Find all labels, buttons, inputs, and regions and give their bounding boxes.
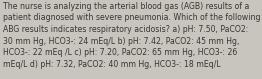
Text: The nurse is analyzing the arterial blood gas (AGB) results of a
patient diagnos: The nurse is analyzing the arterial bloo… (3, 2, 261, 69)
